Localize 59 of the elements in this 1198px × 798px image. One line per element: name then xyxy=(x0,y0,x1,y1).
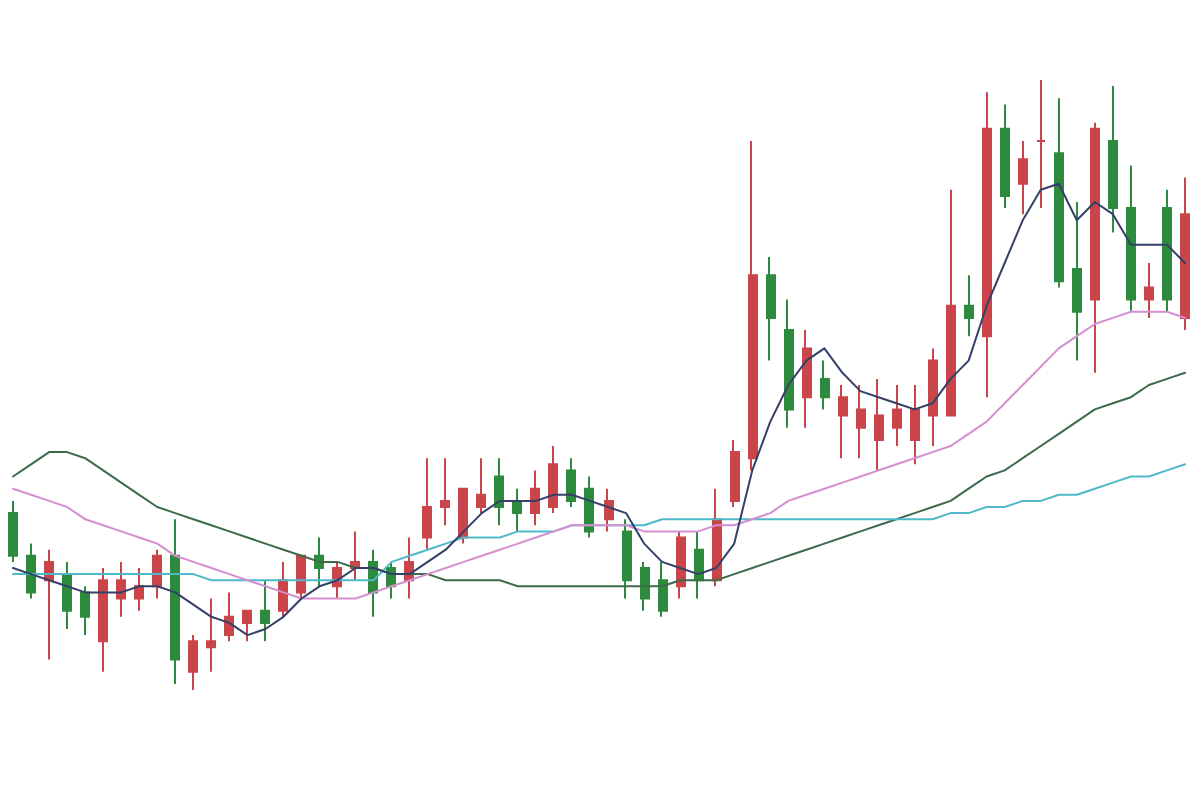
candlestick xyxy=(892,384,902,447)
candlestick xyxy=(260,579,270,643)
candlestick xyxy=(62,560,72,630)
candlestick xyxy=(134,567,144,612)
candlestick xyxy=(604,487,614,533)
candlestick xyxy=(820,359,830,411)
candlestick xyxy=(946,188,956,417)
candlestick xyxy=(766,255,776,362)
candlestick xyxy=(1090,121,1100,374)
candlestick xyxy=(640,560,650,612)
candlestick xyxy=(658,560,668,618)
candlestick xyxy=(1108,85,1118,234)
candlestick xyxy=(730,438,740,508)
candlestick xyxy=(566,457,576,508)
candlestick xyxy=(8,499,18,563)
candlestick xyxy=(1072,201,1082,362)
candlestick xyxy=(350,530,360,582)
candlestick xyxy=(224,591,234,643)
candlestick xyxy=(1054,97,1064,289)
candlestick xyxy=(1000,103,1010,210)
candlestick xyxy=(1126,164,1136,313)
candlestick xyxy=(242,609,252,643)
candlestick xyxy=(802,329,812,429)
candlestick xyxy=(874,377,884,472)
candlestick xyxy=(584,475,594,539)
candlestick xyxy=(530,469,540,527)
candlestick xyxy=(440,457,450,527)
candlestick xyxy=(928,347,938,447)
candlestick xyxy=(476,457,486,515)
candlestick xyxy=(80,585,90,637)
candlestick xyxy=(1180,176,1190,332)
candlestick xyxy=(910,384,920,466)
candlestick xyxy=(494,457,504,527)
candlestick xyxy=(694,530,704,600)
candlestick xyxy=(548,445,558,515)
candlestick xyxy=(422,457,432,551)
candlestick xyxy=(278,560,288,618)
candlestick xyxy=(296,554,306,600)
candlestick xyxy=(458,487,468,545)
candlestick xyxy=(622,518,632,600)
candlestick xyxy=(170,518,180,685)
candlestick xyxy=(838,384,848,460)
candlestick xyxy=(44,548,54,661)
candlestick xyxy=(676,530,686,600)
candlestick xyxy=(748,140,758,472)
candlestick xyxy=(982,91,992,399)
candlestick xyxy=(964,274,974,338)
candlestick xyxy=(26,542,36,600)
candlestick xyxy=(784,298,794,429)
candlestick xyxy=(512,487,522,533)
candlestick xyxy=(1036,79,1046,210)
candlestick xyxy=(1162,188,1172,313)
candlestick xyxy=(98,567,108,673)
candlestick xyxy=(188,634,198,691)
candlestick xyxy=(856,384,866,460)
candlestick xyxy=(206,597,216,673)
candlestick xyxy=(1144,262,1154,319)
candlestick xyxy=(116,560,126,618)
candlestick xyxy=(1018,140,1028,216)
